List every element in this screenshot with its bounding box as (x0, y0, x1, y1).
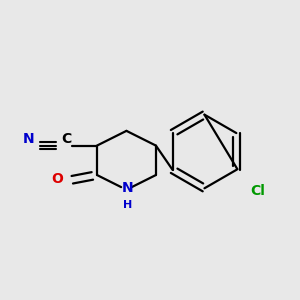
Text: C: C (61, 132, 71, 146)
Text: N: N (122, 181, 134, 195)
Text: O: O (51, 172, 63, 186)
Text: N: N (22, 132, 34, 146)
Text: H: H (123, 200, 133, 210)
Text: Cl: Cl (250, 184, 265, 198)
